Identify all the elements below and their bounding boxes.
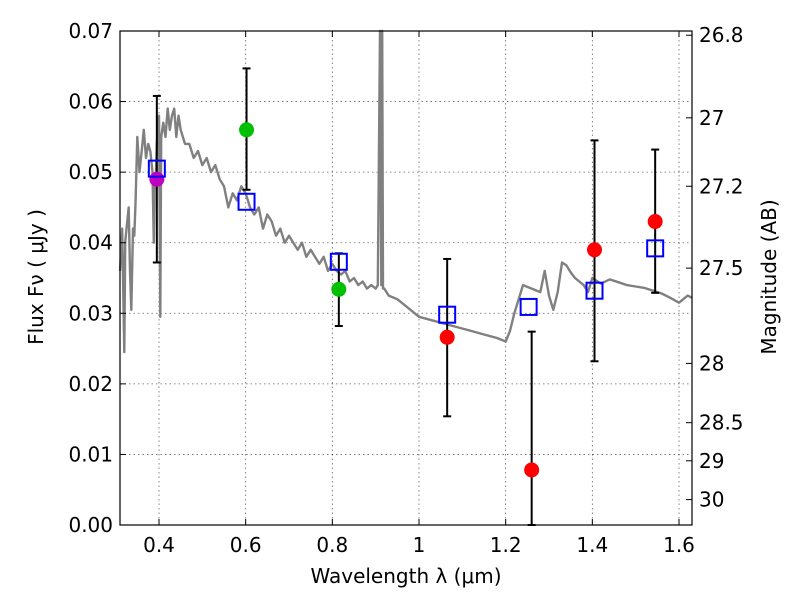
- plot-frame: [119, 30, 693, 526]
- x-tick-label: 1.4: [576, 533, 608, 557]
- x-tick-label: 0.4: [143, 533, 175, 557]
- y-tick-label: 0.00: [68, 513, 113, 537]
- y2-tick-label: 29: [699, 449, 724, 473]
- y2-tick-label: 26.8: [699, 23, 744, 47]
- y-tick-label: 0.03: [68, 301, 113, 325]
- y2-tick-label: 27: [699, 106, 724, 130]
- y2-tick-label: 28: [699, 351, 724, 375]
- y2-tick-label: 30: [699, 488, 724, 512]
- y-tick-label: 0.01: [68, 442, 113, 466]
- model-square: [438, 305, 457, 324]
- y2-axis-label: Magnitude (AB): [757, 199, 781, 354]
- x-tick-label: 1: [413, 533, 426, 557]
- y2-tick-label: 27.2: [699, 174, 744, 198]
- observed-point: [647, 214, 663, 230]
- x-tick-label: 0.8: [316, 533, 348, 557]
- x-axis-label: Wavelength λ (μm): [310, 564, 501, 588]
- y-tick-label: 0.04: [68, 231, 113, 255]
- observed-point: [587, 242, 602, 258]
- x-tick-label: 1.2: [490, 533, 522, 557]
- model-square: [237, 192, 256, 211]
- y-axis-left: 0.00 0.01 0.02 0.03 0.04 0.05 0.06 0.07: [68, 19, 126, 537]
- x-axis: 0.4 0.6 0.8 1 1.2 1.4 1.6: [143, 31, 695, 557]
- observed-point: [524, 462, 540, 478]
- model-square: [585, 281, 604, 300]
- y-tick-label: 0.06: [68, 90, 113, 114]
- observed-point: [239, 122, 255, 138]
- model-square: [519, 297, 538, 316]
- y-tick-label: 0.07: [68, 19, 113, 43]
- model-square: [147, 159, 166, 178]
- model-square: [329, 252, 348, 271]
- y-axis-right: 26.8 27 27.2 27.5 28 28.5 29 30: [686, 23, 744, 512]
- y-axis-label: Flux Fν ( μJy ): [24, 209, 48, 345]
- x-tick-label: 0.6: [230, 533, 262, 557]
- observed-point: [149, 171, 165, 187]
- y-tick-label: 0.02: [68, 372, 113, 396]
- y-tick-label: 0.05: [68, 160, 113, 184]
- observed-point: [331, 281, 347, 297]
- model-square: [646, 239, 665, 258]
- x-tick-label: 1.6: [663, 533, 695, 557]
- observed-point: [439, 329, 455, 345]
- y2-tick-label: 27.5: [699, 256, 744, 280]
- y2-tick-label: 28.5: [699, 411, 744, 435]
